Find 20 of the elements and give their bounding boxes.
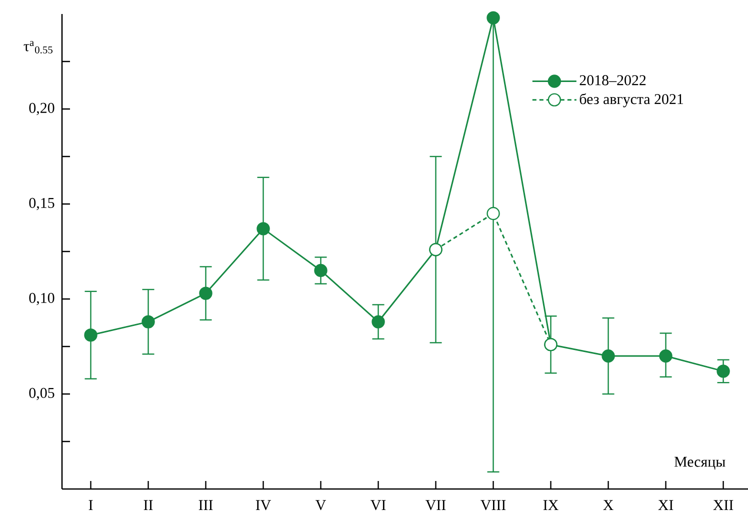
y-tick-label: 0,05 xyxy=(29,388,54,400)
x-tick-label: III xyxy=(198,500,213,510)
x-tick-label: XII xyxy=(713,500,734,510)
x-tick-label: VII xyxy=(426,500,446,510)
x-tick-label: IV xyxy=(256,500,271,510)
legend-label: без августа 2021 xyxy=(580,93,684,108)
x-tick-label: VIII xyxy=(480,500,506,510)
legend-label: 2018–2022 xyxy=(580,75,646,86)
y-axis-title: τ$^{a}$0.55 xyxy=(24,41,52,54)
x-tick-label: II xyxy=(144,500,153,510)
x-tick-label: X xyxy=(603,500,614,510)
x-tick-label: IX xyxy=(543,500,558,510)
x-tick-label: VI xyxy=(370,500,386,510)
x-tick-label: I xyxy=(88,500,93,510)
y-tick-label: 0,10 xyxy=(29,292,54,306)
x-tick-label: XI xyxy=(658,500,674,510)
y-tick-label: 0,20 xyxy=(29,102,54,116)
x-axis-title: Месяцы xyxy=(674,456,726,470)
x-tick-label: V xyxy=(316,500,326,510)
y-tick-label: 0,15 xyxy=(29,198,54,210)
